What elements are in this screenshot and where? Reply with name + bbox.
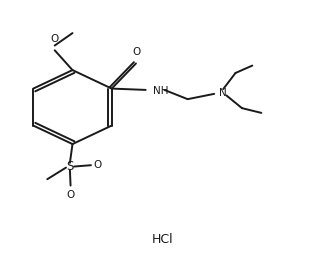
Text: O: O <box>94 160 102 170</box>
Text: O: O <box>50 34 59 44</box>
Text: O: O <box>133 47 141 57</box>
Text: S: S <box>66 160 74 173</box>
Text: O: O <box>67 190 75 200</box>
Text: N: N <box>219 88 227 98</box>
Text: HCl: HCl <box>152 233 174 246</box>
Text: NH: NH <box>153 86 168 96</box>
